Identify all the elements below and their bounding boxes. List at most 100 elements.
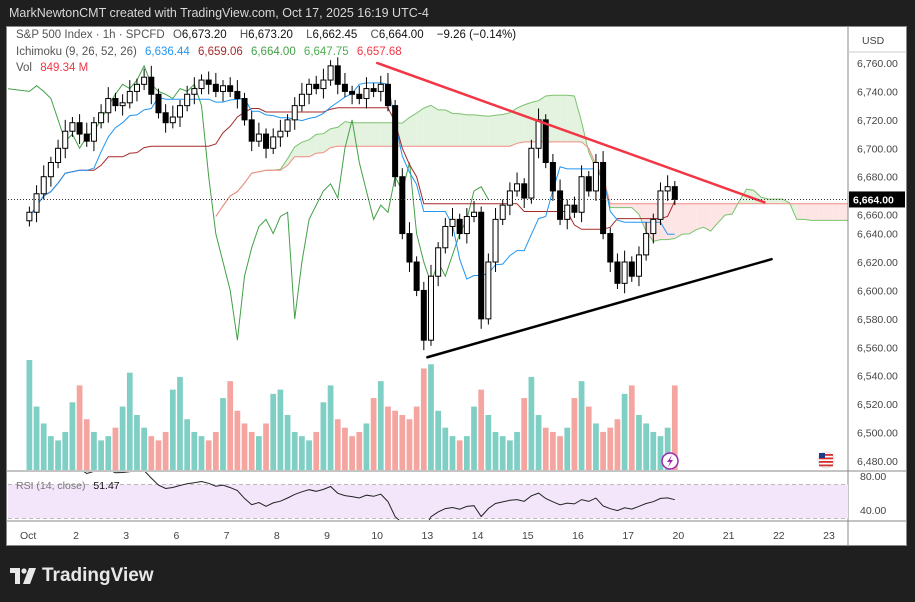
flash-icon[interactable] [661,452,679,470]
price-tick-label: 6,620.00 [857,257,898,269]
ichimoku-cloud-segment [775,199,783,204]
candle-up [592,162,599,192]
ichimoku-cloud-segment [517,104,525,144]
ichimoku-cloud-segment [689,203,697,234]
candle-down [384,83,391,107]
volume-bar [399,415,406,470]
support-trendline[interactable] [426,257,773,359]
volume-bar [614,419,621,470]
ichimoku-cloud-segment [796,203,804,220]
symbol-name[interactable]: S&P 500 Index · 1h · SPCFD [16,29,165,41]
ichimoku-cloud-segment [696,203,704,230]
candle-down [413,261,420,291]
volume-bar [471,406,477,470]
volume-legend[interactable]: Vol 849.34 M [16,62,93,74]
candle-down [248,119,255,142]
volume-bar [241,423,248,470]
volume-bar [141,427,147,470]
candle-up [327,65,334,81]
price-tick-label: 6,480.00 [857,456,898,468]
volume-bar [643,423,649,470]
candle-up [26,211,33,222]
candle-down [392,105,399,178]
candle-up [98,112,105,124]
volume-bar [327,385,334,470]
volume-bar [435,410,442,470]
volume-bar [485,415,492,470]
candle-up [377,83,384,92]
volume-bar [478,389,485,470]
volume-bar [392,410,398,470]
ichimoku-lagging-line [8,64,489,341]
candle-up [442,225,449,249]
candle-down [76,122,83,135]
ichimoku-cloud-segment [768,199,776,204]
volume-bar [557,436,563,470]
volume-bar [313,431,320,470]
rsi-legend[interactable]: RSI (14, close) 51.47 [16,480,125,492]
open-value: 6,673.20 [181,29,227,41]
ichimoku-cloud-segment [631,203,639,215]
candle-up [528,147,535,199]
candle-down [571,204,578,213]
volume-bar [499,436,506,470]
volume-bar [83,419,90,470]
candle-up [62,130,69,149]
ichimoku-cloud-segment [617,203,625,208]
ichimoku-cloud-segment [323,128,331,153]
tradingview-logo-icon [10,568,36,584]
volume-bar [578,381,585,470]
candle-up [306,83,313,95]
candle-down [542,119,549,163]
ichimoku-cloud-segment [316,133,324,154]
ichimoku-label: Ichimoku (9, 26, 52, 26) [16,46,137,58]
candle-down [420,289,427,341]
volume-bar [112,427,119,470]
candle-down [148,76,155,95]
candle-up [471,211,478,218]
candle-up [463,216,470,235]
ichimoku-cloud-segment [330,127,338,148]
ichimoku-cloud-segment [567,95,575,142]
ichimoku-cloud-segment [309,134,317,157]
volume-bar [320,402,327,470]
tradingview-logo[interactable]: TradingView [10,565,154,587]
candle-down [406,233,413,263]
ichimoku-cloud-segment [725,203,733,216]
price-tick-label: 6,760.00 [857,58,898,70]
candle-up [485,261,492,320]
volume-bar [657,436,664,470]
ichimoku-legend[interactable]: Ichimoku (9, 26, 52, 26) 6,636.44 6,659.… [16,46,407,58]
volume-bar [456,440,463,470]
candle-down [370,88,377,92]
ichimoku-cloud-segment [560,95,568,142]
volume-bar [169,389,176,470]
volume-bar [263,423,269,470]
candle-up [427,275,434,341]
ichimoku-cloud-segment [423,105,431,147]
candle-up [643,233,650,256]
candle-up [650,218,657,235]
current-price-label: 6,664.00 [853,194,894,206]
ichimoku-cloud-segment [811,203,819,221]
ichimoku-cloud-segment [380,122,388,147]
candle-up [176,105,183,118]
ichimoku-cloud-segment [359,122,367,147]
price-tick-label: 6,640.00 [857,229,898,241]
ichimoku-cloud-segment [481,115,489,147]
us-flag-canton [819,453,825,458]
volume-bar [342,427,348,470]
volume-bar [248,431,255,470]
volume-bar [220,398,226,470]
us-flag-stripe [819,454,833,456]
ichimoku-cloud-segment [832,203,840,221]
us-flag-icon[interactable] [817,451,835,469]
resistance-trendline[interactable] [375,61,766,204]
price-tick-label: 6,600.00 [857,285,898,297]
ichimoku-lagging-value: 6,664.00 [250,46,296,58]
candle-up [564,204,571,220]
candle-down [227,85,234,92]
volume-bar [650,431,657,470]
candle-down [521,183,528,199]
